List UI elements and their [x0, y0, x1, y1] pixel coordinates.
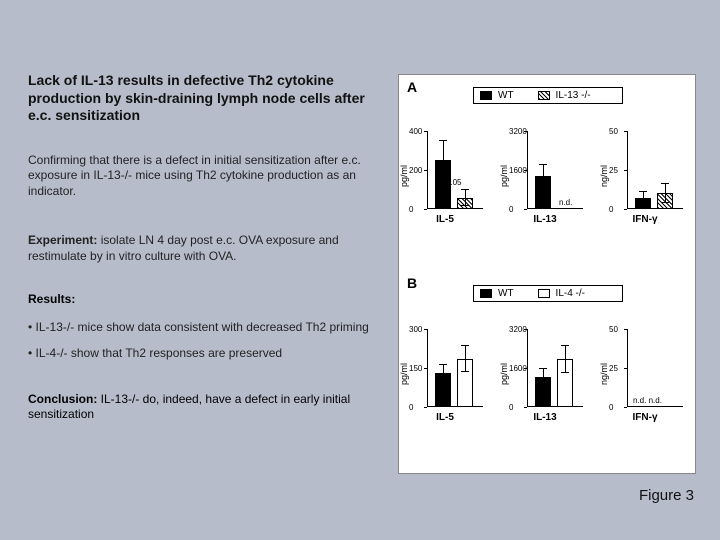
bullet-1: • IL-13-/- mice show data consistent wit… [28, 320, 383, 336]
tick-label: 400 [409, 127, 422, 136]
tick-label: 1600 [509, 364, 527, 373]
y-axis-label: ng/ml [599, 165, 609, 187]
figure-caption: Figure 3 [639, 487, 694, 504]
tick-label: 25 [609, 364, 618, 373]
legend-a: WT IL-13 -/- [473, 87, 623, 104]
tick-label: 0 [409, 403, 413, 412]
chart-b-1: pg/ml016003200IL-13 [505, 329, 585, 419]
tick-label: 0 [409, 205, 413, 214]
x-axis-label: IL-13 [505, 214, 585, 225]
legend-text-wt2: WT [498, 288, 514, 299]
chart-a-2: ng/ml02550IFN-γ [605, 131, 685, 221]
legend-swatch-wt-icon [480, 91, 492, 100]
panel-b-label: B [407, 275, 417, 291]
tick-label: 0 [609, 403, 613, 412]
tick-label: 0 [609, 205, 613, 214]
x-axis-label: IFN-γ [605, 412, 685, 423]
tick-label: 50 [609, 127, 618, 136]
conclusion-label: Conclusion: [28, 392, 97, 406]
tick-label: 150 [409, 364, 422, 373]
results-bullets: • IL-13-/- mice show data consistent wit… [28, 320, 383, 361]
tick-label: 3200 [509, 127, 527, 136]
panel-a-label: A [407, 79, 417, 95]
y-axis-label: pg/ml [499, 165, 509, 187]
nd-text: n.d. n.d. [633, 396, 662, 405]
y-axis-label: ng/ml [599, 363, 609, 385]
text-column: Lack of IL-13 results in defective Th2 c… [28, 72, 383, 423]
legend-text-il4: IL-4 -/- [556, 288, 585, 299]
figure-panel: A B WT IL-13 -/- WT IL-4 -/- pg/ml 0 200 40… [398, 74, 696, 474]
results-label: Results: [28, 292, 383, 306]
paragraph-1: Confirming that there is a defect in ini… [28, 153, 383, 200]
legend-text-wt: WT [498, 90, 514, 101]
tick-label: 0 [509, 205, 513, 214]
chart-b-0: pg/ml0150300IL-5 [405, 329, 485, 419]
chart-a-0: pg/ml0200400p =.05IL-5 [405, 131, 485, 221]
p-value-text: p =.05 [439, 178, 461, 187]
chart-a-1: pg/ml016003200n.d.IL-13 [505, 131, 585, 221]
nd-text: n.d. [559, 198, 572, 207]
experiment-label: Experiment: [28, 233, 97, 247]
tick-label: 300 [409, 325, 422, 334]
tick-label: 3200 [509, 325, 527, 334]
tick-label: 200 [409, 166, 422, 175]
legend-b: WT IL-4 -/- [473, 285, 623, 302]
experiment-section: Experiment: isolate LN 4 day post e.c. O… [28, 233, 383, 264]
slide-title: Lack of IL-13 results in defective Th2 c… [28, 72, 383, 125]
tick-label: 1600 [509, 166, 527, 175]
legend-swatch-wt2-icon [480, 289, 492, 298]
tick-label: 50 [609, 325, 618, 334]
legend-swatch-il4-icon [538, 289, 550, 298]
legend-swatch-il13-icon [538, 91, 550, 100]
tick-label: 0 [509, 403, 513, 412]
bullet-2: • IL-4-/- show that Th2 responses are pr… [28, 346, 383, 362]
y-axis-label: pg/ml [399, 363, 409, 385]
x-axis-label: IL-13 [505, 412, 585, 423]
x-axis-label: IL-5 [405, 214, 485, 225]
x-axis-label: IL-5 [405, 412, 485, 423]
chart-b-2: ng/ml02550n.d. n.d.IFN-γ [605, 329, 685, 419]
tick-label: 25 [609, 166, 618, 175]
x-axis-label: IFN-γ [605, 214, 685, 225]
y-axis-label: pg/ml [399, 165, 409, 187]
y-axis-label: pg/ml [499, 363, 509, 385]
legend-text-il13: IL-13 -/- [556, 90, 591, 101]
conclusion-section: Conclusion: IL-13-/- do, indeed, have a … [28, 392, 383, 423]
